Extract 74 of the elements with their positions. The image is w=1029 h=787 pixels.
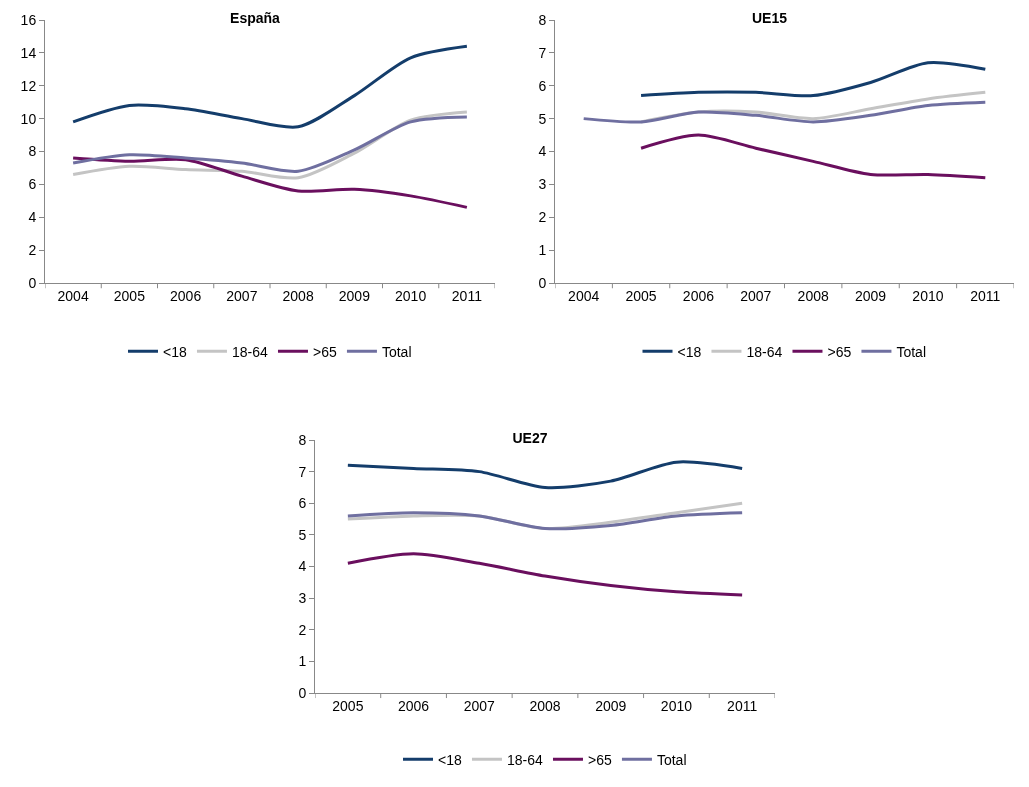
x-tick-label: 2008 [797, 287, 829, 304]
y-tick-label: 4 [28, 209, 37, 226]
y-tick-label: 2 [298, 621, 307, 638]
x-tick-label: 2007 [463, 697, 496, 714]
y-tick-label: 3 [298, 590, 307, 607]
y-tick-label: 4 [298, 558, 307, 575]
y-tick-label: 6 [538, 77, 547, 94]
y-tick-label: 16 [20, 11, 37, 28]
x-tick-label: 2007 [226, 287, 258, 304]
x-tick-label: 2005 [625, 287, 657, 304]
x-tick-label: 2008 [282, 287, 314, 304]
line-series [346, 460, 744, 490]
y-tick-label: 7 [298, 463, 307, 480]
line-series [71, 44, 469, 129]
legend-label: >65 [312, 343, 337, 360]
y-tick-label: 14 [20, 44, 37, 61]
legend-label: 18-64 [506, 751, 543, 768]
x-tick-label: 2009 [854, 287, 887, 304]
x-tick-label: 2011 [727, 697, 758, 714]
y-tick-label: 4 [538, 143, 547, 160]
y-tick-label: 10 [20, 110, 37, 127]
y-tick-label: 8 [538, 11, 547, 28]
y-tick-label: 5 [298, 526, 307, 543]
legend-label: >65 [827, 343, 852, 360]
legend-label: <18 [677, 343, 702, 360]
line-series [582, 100, 987, 124]
x-tick-label: 2006 [397, 697, 430, 714]
chart-title: España [230, 10, 281, 27]
x-tick-label: 2006 [682, 287, 715, 304]
y-tick-label: 7 [538, 44, 547, 61]
chart-title: UE27 [512, 429, 548, 446]
legend-label: Total [656, 751, 687, 768]
x-tick-label: 2010 [660, 697, 693, 714]
y-tick-label: 2 [538, 209, 547, 226]
line-series [71, 156, 469, 209]
line-series [71, 115, 469, 173]
x-tick-label: 2011 [970, 287, 1001, 304]
x-tick-label: 2011 [451, 287, 483, 304]
legend-label: 18-64 [231, 343, 268, 360]
line-series [346, 511, 744, 531]
x-tick-label: 2010 [395, 287, 427, 304]
legend-label: 18-64 [746, 343, 783, 360]
x-tick-label: 2005 [113, 287, 146, 304]
y-tick-label: 0 [298, 684, 307, 701]
y-tick-label: 2 [28, 242, 37, 259]
y-tick-label: 6 [28, 176, 37, 193]
legend-label: <18 [438, 751, 462, 768]
x-tick-label: 2009 [595, 697, 627, 714]
y-tick-label: 6 [298, 495, 307, 512]
x-tick-label: 2007 [740, 287, 772, 304]
x-tick-label: 2008 [529, 697, 561, 714]
y-tick-label: 0 [28, 274, 37, 291]
x-tick-label: 2005 [332, 697, 364, 714]
y-tick-label: 1 [298, 653, 307, 670]
x-tick-label: 2006 [170, 287, 202, 304]
legend-label: Total [381, 343, 412, 360]
line-series [639, 60, 987, 98]
y-tick-label: 0 [538, 274, 547, 291]
y-tick-label: 12 [20, 77, 37, 94]
legend-label: Total [896, 343, 927, 360]
y-tick-label: 5 [538, 110, 547, 127]
y-tick-label: 8 [298, 431, 307, 448]
chart-title: UE15 [751, 10, 788, 27]
legend-label: <18 [163, 343, 187, 360]
x-tick-label: 2004 [57, 287, 89, 304]
line-series [639, 133, 987, 180]
x-tick-label: 2010 [912, 287, 944, 304]
y-tick-label: 8 [28, 143, 37, 160]
legend-label: >65 [587, 751, 612, 768]
x-tick-label: 2009 [338, 287, 371, 304]
y-tick-label: 3 [538, 176, 547, 193]
x-tick-label: 2004 [568, 287, 600, 304]
line-series [346, 552, 744, 597]
y-tick-label: 1 [538, 242, 547, 259]
